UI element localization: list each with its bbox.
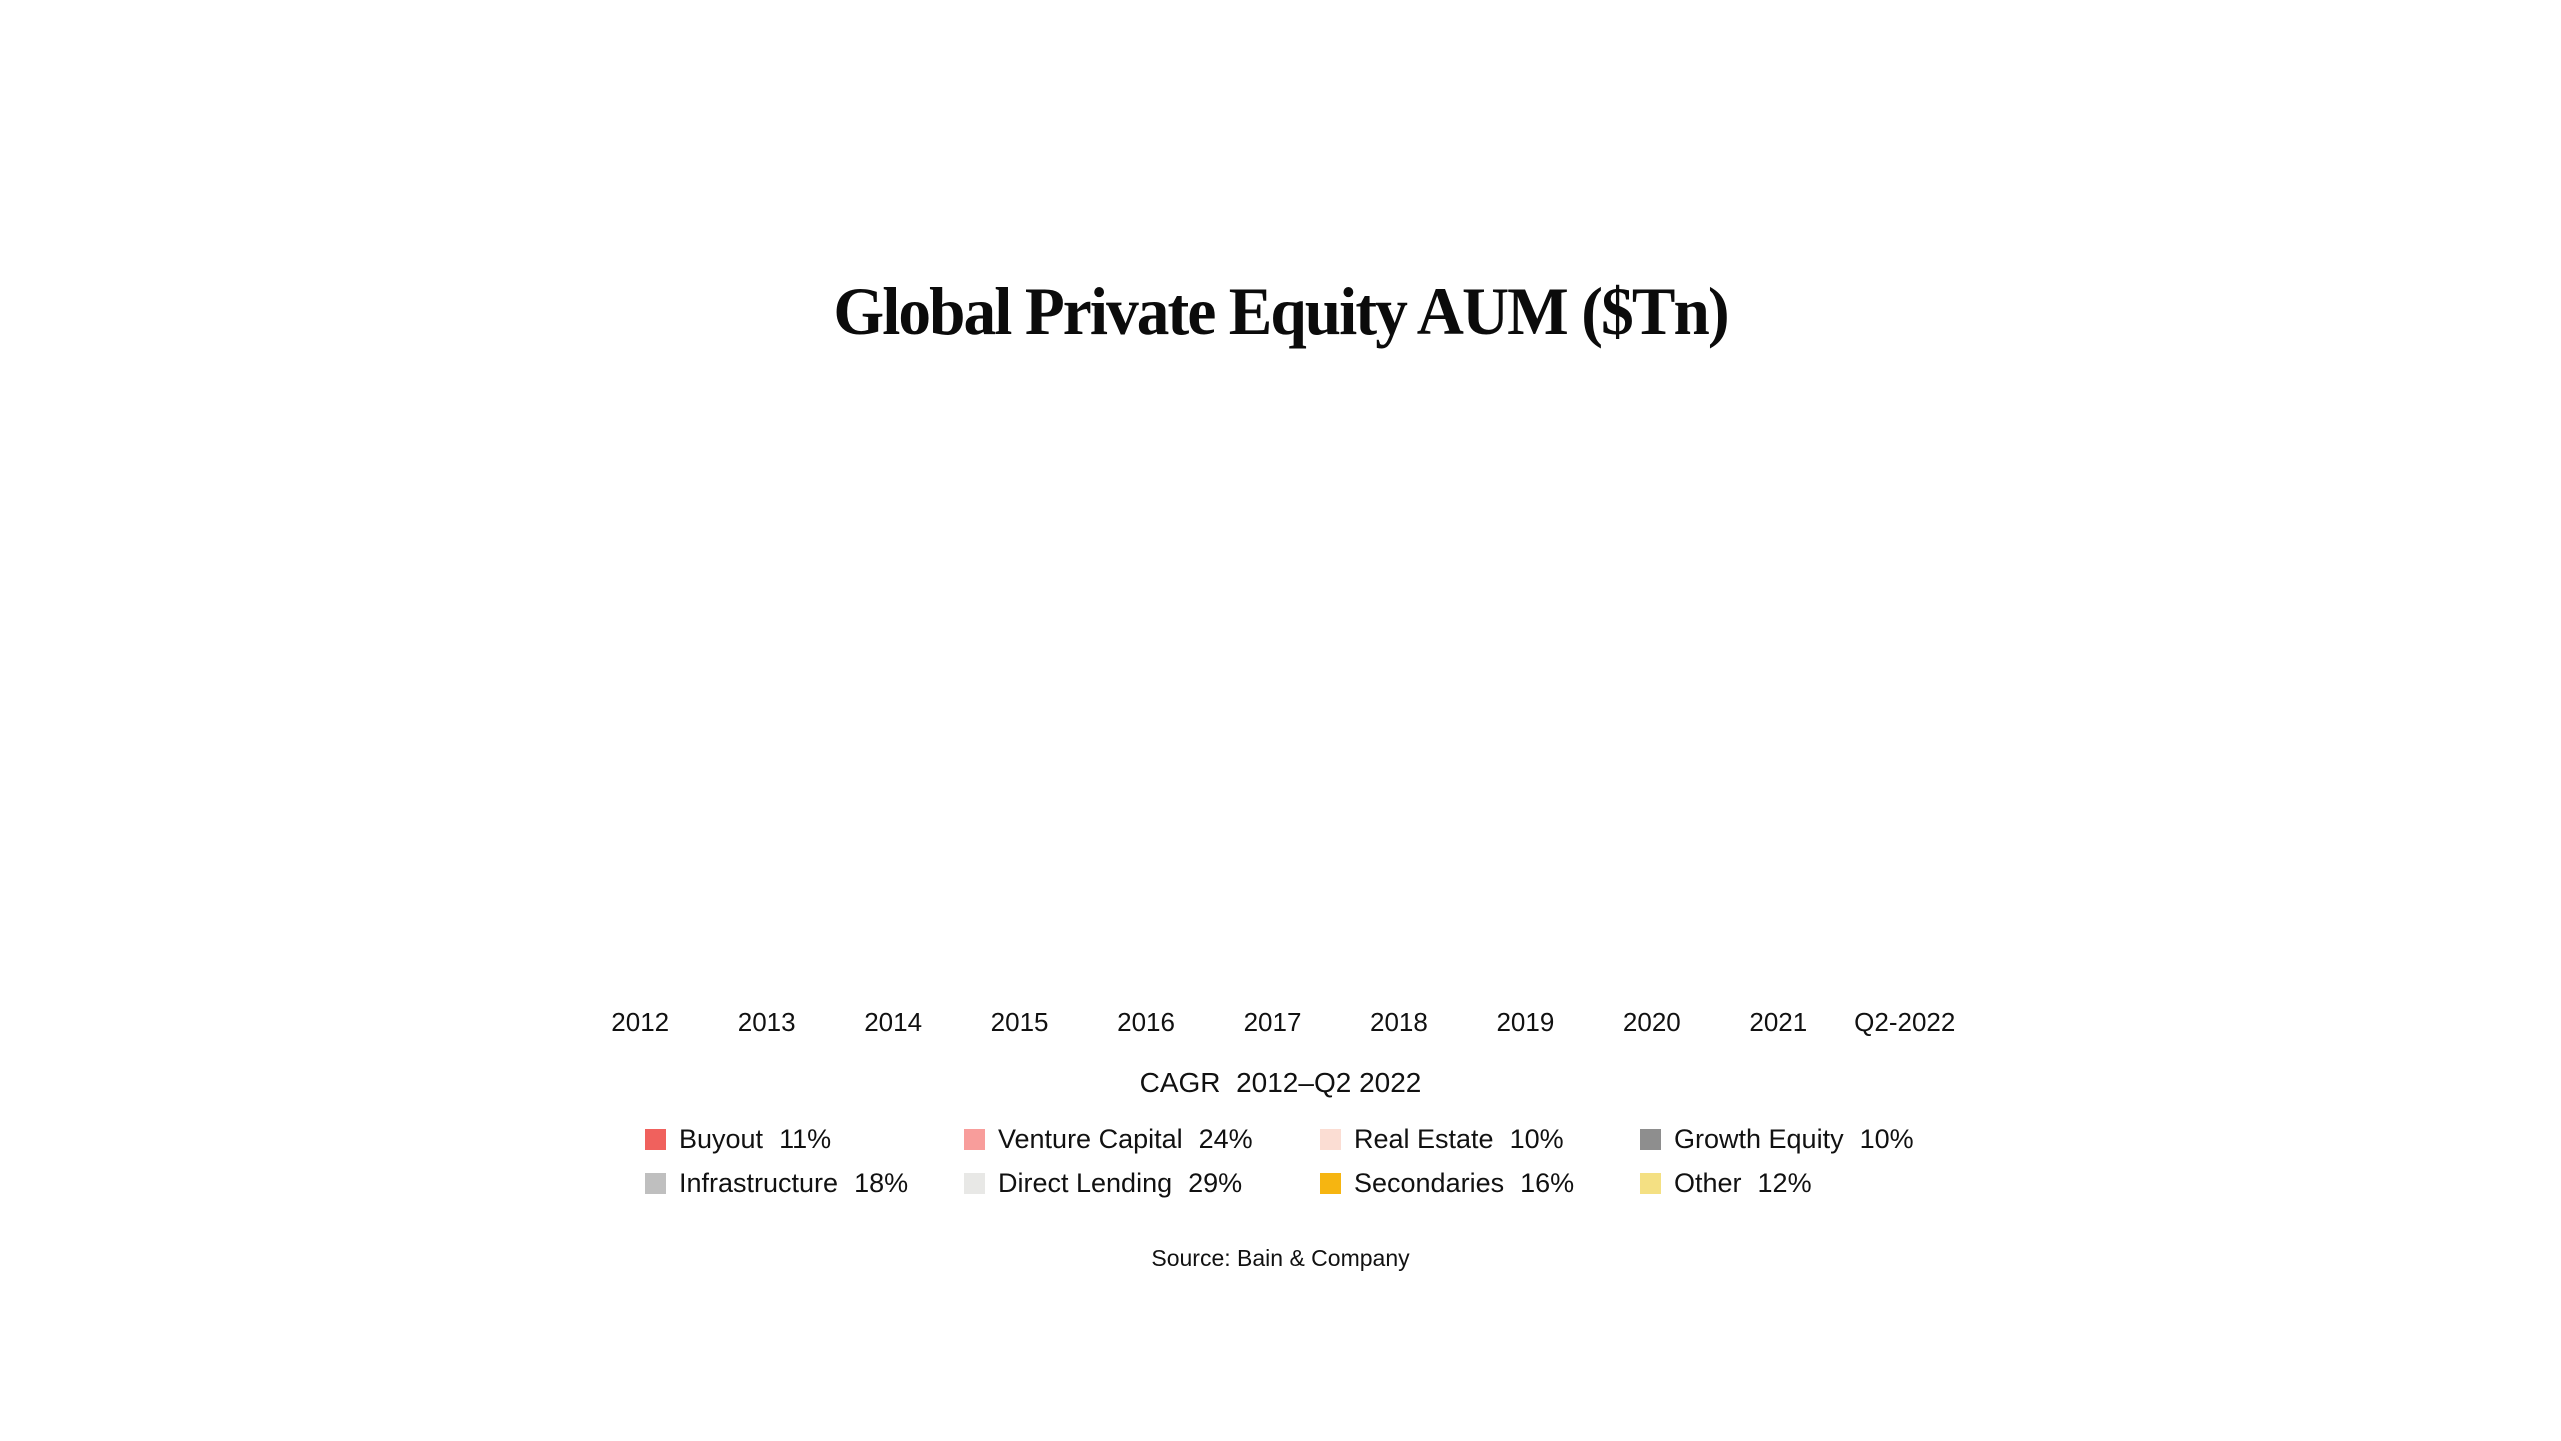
legend: Buyout 11% Venture Capital 24% Real Esta… (645, 1126, 1940, 1197)
legend-swatch-infrastructure (645, 1173, 666, 1194)
legend-value: 10% (1509, 1124, 1564, 1154)
legend-item-infrastructure: Infrastructure 18% (645, 1170, 964, 1197)
legend-item-direct-lending: Direct Lending 29% (964, 1170, 1320, 1197)
x-axis-label-2019: 2019 (1496, 1007, 1555, 1037)
legend-swatch-venture-capital (964, 1129, 985, 1150)
legend-swatch-other (1640, 1173, 1661, 1194)
legend-value: 12% (1757, 1168, 1812, 1198)
legend-label: Infrastructure (679, 1168, 839, 1198)
x-axis-label-2015: 2015 (990, 1007, 1049, 1037)
plot-area (577, 385, 1968, 1000)
source-note: Source: Bain & Company (1151, 1245, 1410, 1271)
legend-item-venture-capital: Venture Capital 24% (964, 1126, 1320, 1153)
legend-value: 11% (779, 1124, 832, 1154)
legend-item-growth-equity: Growth Equity 10% (1640, 1126, 1940, 1153)
x-axis-label-2018: 2018 (1370, 1007, 1428, 1037)
x-axis: 2012 2013 2014 2015 2016 2017 2018 2019 … (577, 1006, 1968, 1038)
legend-label: Other (1674, 1168, 1742, 1198)
legend-item-secondaries: Secondaries 16% (1320, 1170, 1640, 1197)
legend-title: CAGR 2012–Q2 2022 (1139, 1067, 1422, 1098)
legend-value: 29% (1188, 1168, 1243, 1198)
legend-value: 24% (1198, 1124, 1253, 1154)
legend-item-real-estate: Real Estate 10% (1320, 1126, 1640, 1153)
legend-swatch-direct-lending (964, 1173, 985, 1194)
legend-swatch-secondaries (1320, 1173, 1341, 1194)
legend-item-buyout: Buyout 11% (645, 1126, 964, 1153)
legend-label: Direct Lending (998, 1168, 1173, 1198)
x-axis-label-q2-2022: Q2-2022 (1854, 1007, 1956, 1037)
x-axis-label-2013: 2013 (737, 1007, 796, 1037)
legend-value: 10% (1859, 1124, 1914, 1154)
legend-swatch-growth-equity (1640, 1129, 1661, 1150)
x-axis-label-2012: 2012 (611, 1007, 670, 1037)
legend-label: Buyout (679, 1124, 764, 1154)
legend-label: Secondaries (1354, 1168, 1505, 1198)
legend-item-other: Other 12% (1640, 1170, 1940, 1197)
x-axis-label-2016: 2016 (1117, 1007, 1175, 1037)
x-axis-label-2021: 2021 (1749, 1007, 1808, 1037)
x-axis-label-2020: 2020 (1622, 1007, 1681, 1037)
legend-value: 18% (854, 1168, 909, 1198)
x-axis-label-2017: 2017 (1243, 1007, 1302, 1037)
x-axis-label-2014: 2014 (864, 1007, 923, 1037)
legend-value: 16% (1520, 1168, 1575, 1198)
legend-swatch-buyout (645, 1129, 666, 1150)
legend-swatch-real-estate (1320, 1129, 1341, 1150)
legend-label: Venture Capital (998, 1124, 1183, 1154)
chart-title: Global Private Equity AUM ($Tn) (833, 273, 1729, 349)
legend-label: Growth Equity (1674, 1124, 1844, 1154)
legend-label: Real Estate (1354, 1124, 1494, 1154)
